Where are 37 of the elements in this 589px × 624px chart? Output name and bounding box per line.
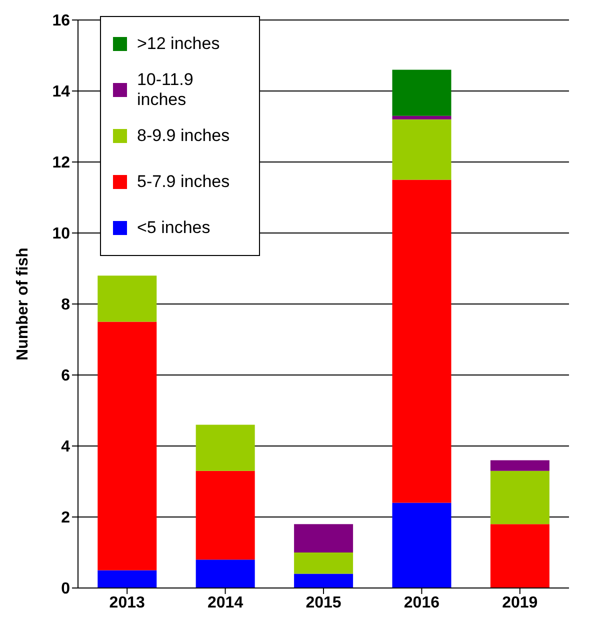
- legend-label: 5-7.9 inches: [137, 172, 230, 192]
- bar: [294, 524, 354, 552]
- bar: [392, 70, 452, 116]
- y-tick-label: 10: [52, 226, 70, 243]
- x-tick-label: 2013: [109, 594, 145, 612]
- y-tick-label: 8: [61, 296, 70, 314]
- bar: [490, 524, 550, 588]
- y-tick-label: 14: [52, 84, 70, 101]
- y-tick-label: 16: [52, 12, 70, 30]
- x-tick-label: 2019: [502, 594, 538, 612]
- bar: [294, 574, 354, 588]
- bar: [196, 560, 255, 588]
- x-tick-label: 2014: [208, 594, 244, 612]
- y-tick-label: 6: [61, 368, 70, 385]
- y-tick-label: 2: [61, 510, 70, 527]
- bar: [98, 276, 157, 322]
- legend-label: 10-11.9 inches: [136, 70, 194, 110]
- bar: [196, 470, 255, 560]
- bar: [98, 570, 157, 588]
- bar: [98, 322, 157, 570]
- y-axis-title: Number of fish: [14, 248, 32, 360]
- bar: [490, 460, 550, 471]
- legend-label: <5 inches: [137, 218, 210, 238]
- x-tick-label: 2015: [306, 594, 342, 612]
- legend-label: >12 inches: [137, 34, 220, 54]
- y-tick-label: 4: [61, 438, 70, 456]
- bar: [392, 116, 452, 120]
- bar: [392, 180, 452, 503]
- legend-label: 8-9.9 inches: [137, 126, 230, 146]
- bar: [392, 502, 452, 588]
- bar: [294, 552, 354, 574]
- y-tick-label: 0: [61, 580, 70, 598]
- bar: [392, 119, 452, 180]
- x-tick-label: 2016: [404, 594, 440, 612]
- bar: [490, 470, 550, 524]
- y-tick-label: 12: [52, 154, 70, 172]
- bar: [196, 424, 255, 471]
